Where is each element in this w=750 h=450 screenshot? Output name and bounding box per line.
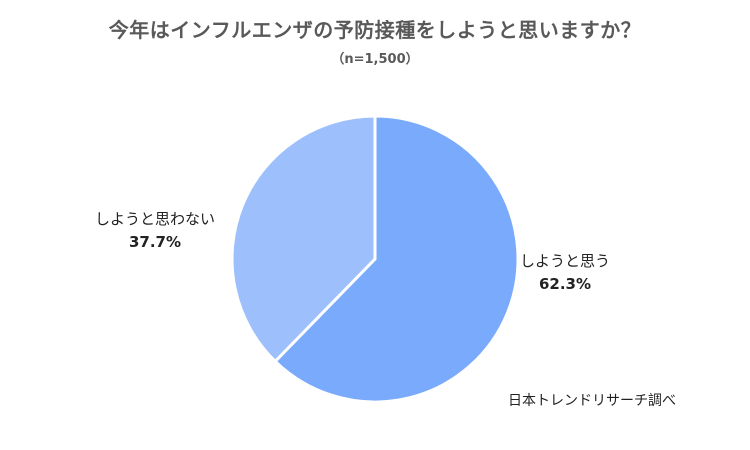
pie-slice-no: [230, 114, 377, 363]
slice-label-no-name: しようと思わない: [94, 210, 215, 228]
slice-label-yes-value: 62.3%: [538, 275, 592, 293]
pie-slice-yes: [273, 114, 520, 404]
chart-title: 今年はインフルエンザの予防接種をしようと思いますか？: [108, 18, 642, 42]
slice-label-no-value: 37.7%: [128, 233, 182, 251]
source-note: 日本トレンドリサーチ調べ: [508, 393, 676, 409]
slice-label-yes-name: しようと思う: [519, 252, 610, 270]
chart-subtitle: （n=1,500）: [331, 52, 419, 67]
slice-label-no: しようと思わない 37.7%: [70, 208, 240, 251]
slice-label-yes: しようと思う 62.3%: [505, 250, 625, 293]
